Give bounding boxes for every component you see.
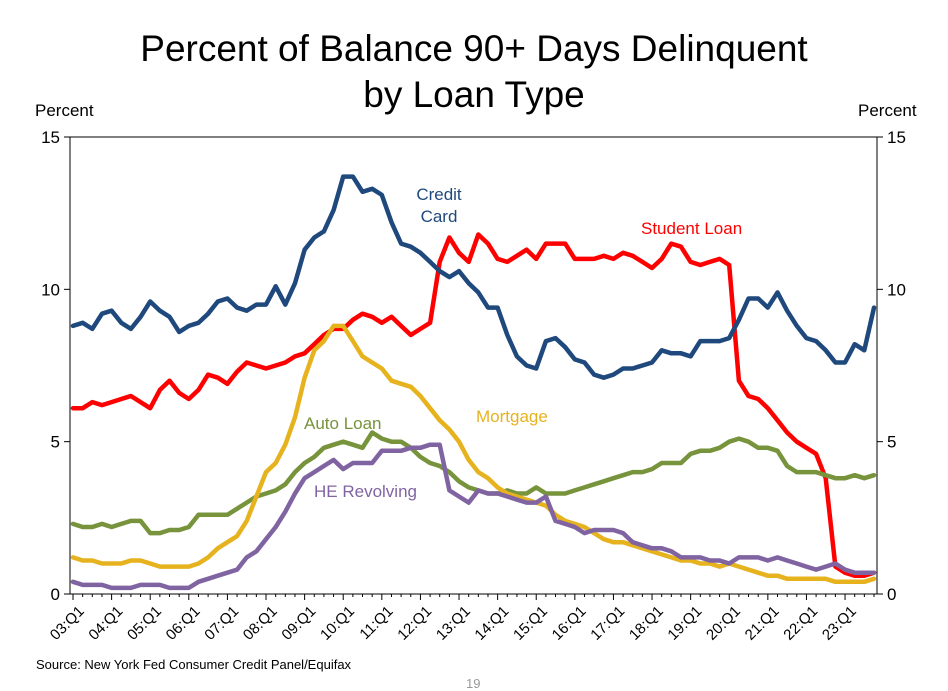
x-tick-label: 17:Q1 [587,603,628,644]
x-tick-label: 20:Q1 [703,603,744,644]
x-tick-label: 06:Q1 [163,603,204,644]
x-tick-label: 18:Q1 [626,603,667,644]
x-tick-label: 05:Q1 [124,603,165,644]
x-tick-label: 15:Q1 [510,603,551,644]
chart-title-line-1: Percent of Balance 90+ Days Delinquent [140,28,808,69]
page-number: 19 [466,676,481,691]
plot-area-frame [69,136,878,595]
y-tick-label-left: 10 [41,280,60,299]
x-tick-label: 23:Q1 [819,603,860,644]
x-tick-label: 13:Q1 [433,603,474,644]
series-label-student-loan: Student Loan [641,219,742,238]
y-tick-label-right: 15 [887,128,906,147]
series-label-line: Student Loan [641,219,742,238]
x-tick-label: 21:Q1 [742,603,783,644]
series-line-auto-loan [70,430,877,536]
series-label-credit-card: Credit Card [416,185,462,226]
series-label-line: Auto Loan [304,414,382,433]
y-tick-label-left: 15 [41,128,60,147]
y-tick-label-right: 0 [887,585,896,604]
series-line-credit-card [70,174,877,380]
series-label-line: HE Revolving [314,482,417,501]
series-label-line: Card [421,207,458,226]
x-tick-label: 04:Q1 [85,603,126,644]
x-tick-label: 07:Q1 [201,603,242,644]
source-note: Source: New York Fed Consumer Credit Pan… [36,657,352,672]
y-tick-label-right: 10 [887,280,906,299]
x-tick-label: 19:Q1 [664,603,705,644]
y-tick-label-left: 0 [51,585,60,604]
x-tick-label: 08:Q1 [240,603,281,644]
x-tick-label: 10:Q1 [317,603,358,644]
series-label-line: Credit [416,185,462,204]
y-axis-unit-left: Percent [35,101,94,120]
y-tick-label-left: 5 [51,433,60,452]
y-axis-unit-right: Percent [858,101,917,120]
series-label-he-revolving: HE Revolving [314,482,417,501]
x-tick-label: 03:Q1 [47,603,88,644]
x-tick-label: 16:Q1 [549,603,590,644]
y-tick-label-right: 5 [887,433,896,452]
chart-title-line-2: by Loan Type [363,74,585,115]
chart-title: Percent of Balance 90+ Days Delinquent b… [0,26,948,118]
x-tick-label: 11:Q1 [356,603,396,643]
series-line-student-loan [70,232,877,578]
x-tick-label: 14:Q1 [471,603,512,644]
series-label-auto-loan: Auto Loan [304,414,382,433]
series-line-he-revolving [70,442,877,591]
x-tick-label: 12:Q1 [394,603,435,644]
series-label-line: Mortgage [476,407,548,426]
series-label-mortgage: Mortgage [476,407,548,426]
x-tick-label: 22:Q1 [780,603,821,644]
x-tick-label: 09:Q1 [278,603,319,644]
series-line-mortgage [70,323,877,585]
